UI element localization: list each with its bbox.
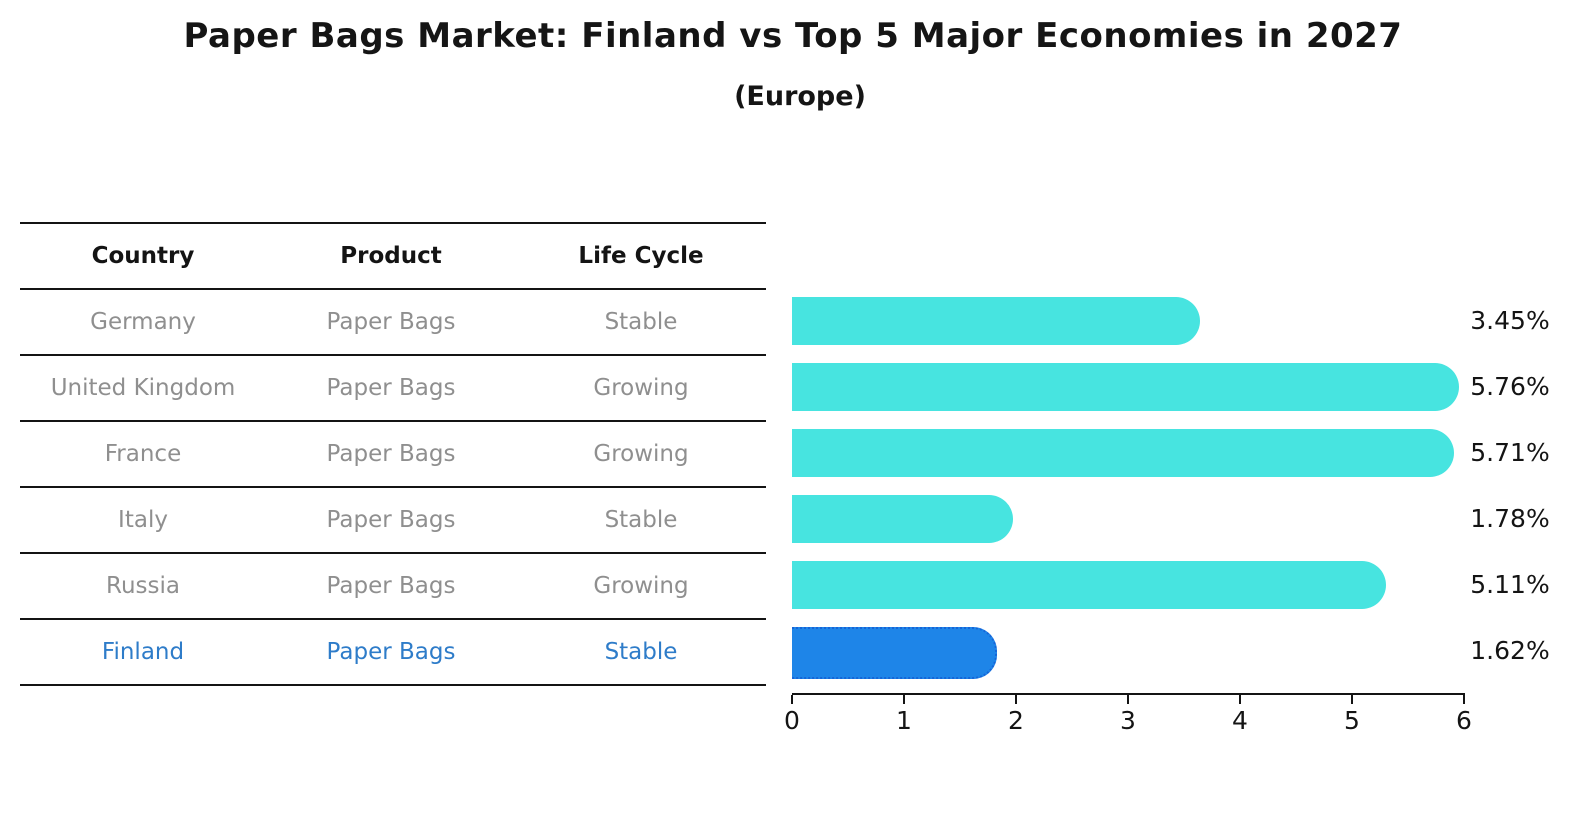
country-cell: Italy [118,507,168,533]
x-axis-tick [1351,695,1353,704]
x-axis-tick-label: 4 [1232,706,1248,735]
value-label-france: 5.71% [1470,438,1550,467]
value-label-finland: 1.62% [1470,636,1550,665]
country-cell: Russia [106,573,180,599]
life-cycle-cell: Stable [604,309,678,335]
country-cell: United Kingdom [50,375,236,401]
country-cell: France [104,441,182,467]
page-title: Paper Bags Market: Finland vs Top 5 Majo… [183,16,1403,56]
product-cell: Paper Bags [326,375,456,401]
product-cell: Paper Bags [326,441,456,467]
bar-russia [792,561,1387,609]
bar-united-kingdom [792,363,1460,411]
product-cell: Paper Bags [326,309,456,335]
life-cycle-cell: Growing [593,573,689,599]
table-row: Italy Paper Bags Stable [20,488,766,554]
x-axis-tick [903,695,905,704]
x-axis-tick [791,695,793,704]
x-axis-tick-label: 2 [1008,706,1024,735]
bar-france [792,429,1454,477]
x-axis-tick-label: 6 [1456,706,1472,735]
value-label-russia: 5.11% [1470,570,1550,599]
product-cell: Paper Bags [326,639,456,665]
table-row: Finland Paper Bags Stable [20,620,766,686]
table-row: France Paper Bags Growing [20,422,766,488]
table-header-row: Country Product Life Cycle [20,224,766,290]
value-label-germany: 3.45% [1470,306,1550,335]
table-row: Russia Paper Bags Growing [20,554,766,620]
bar-finland [792,627,998,679]
life-cycle-cell: Stable [604,507,678,533]
life-cycle-cell: Growing [593,441,689,467]
table-row: United Kingdom Paper Bags Growing [20,356,766,422]
country-cell: Finland [101,639,185,665]
x-axis-tick [1239,695,1241,704]
life-cycle-cell: Stable [604,639,678,665]
bar-italy [792,495,1014,543]
column-header-country: Country [91,243,195,269]
value-label-united-kingdom: 5.76% [1470,372,1550,401]
x-axis-tick-label: 0 [784,706,800,735]
value-label-italy: 1.78% [1470,504,1550,533]
table-row: Germany Paper Bags Stable [20,290,766,356]
page-subtitle: (Europe) [734,81,866,112]
product-cell: Paper Bags [326,507,456,533]
column-header-life-cycle: Life Cycle [578,243,704,269]
x-axis-tick-label: 3 [1120,706,1136,735]
column-header-product: Product [340,243,442,269]
x-axis-tick [1127,695,1129,704]
country-table: Country Product Life Cycle Germany Paper… [20,222,766,686]
life-cycle-cell: Growing [593,375,689,401]
country-cell: Germany [90,309,196,335]
x-axis-tick-label: 5 [1344,706,1360,735]
bar-germany [792,297,1201,345]
x-axis-line [792,693,1465,695]
product-cell: Paper Bags [326,573,456,599]
x-axis-tick-label: 1 [896,706,912,735]
x-axis-tick [1463,695,1465,704]
x-axis-tick [1015,695,1017,704]
